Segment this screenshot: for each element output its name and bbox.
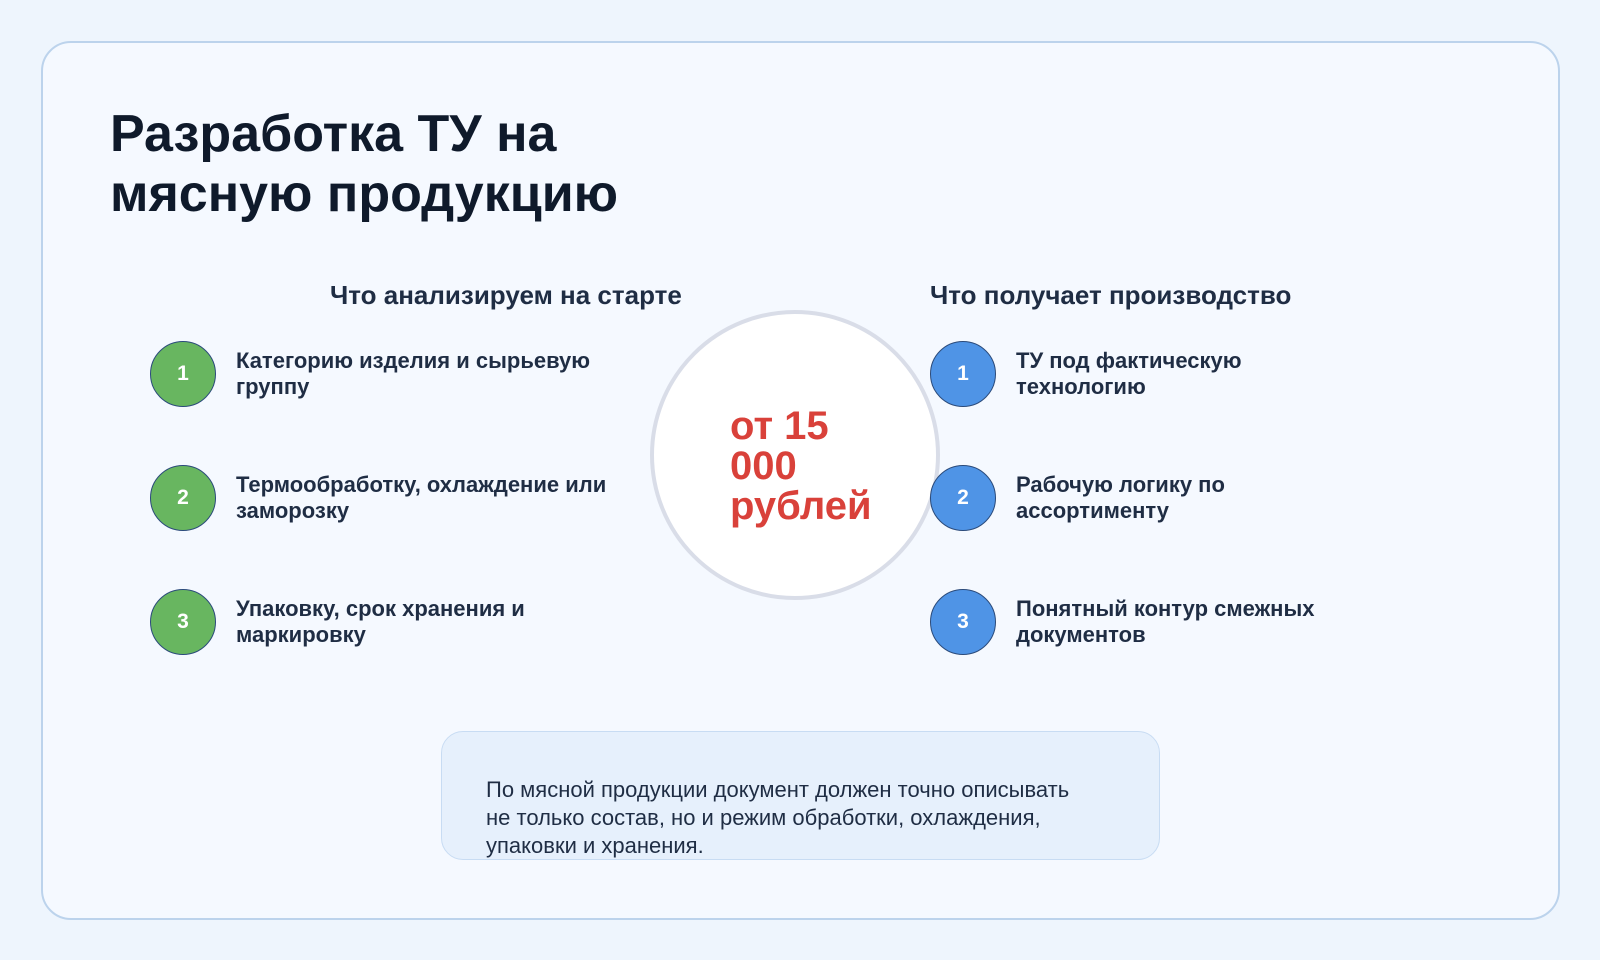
left-item: 1 Категорию изделия и сырьевую группу — [150, 341, 616, 407]
step-number-badge: 1 — [930, 341, 996, 407]
step-number-badge: 2 — [930, 465, 996, 531]
right-item: 2 Рабочую логику по ассортименту — [930, 465, 1276, 531]
page-title: Разработка ТУ на мясную продукцию — [110, 105, 619, 223]
price-circle: от 15 000 рублей — [650, 310, 940, 600]
right-item: 1 ТУ под фактическую технологию — [930, 341, 1356, 407]
note-text: По мясной продукции документ должен точн… — [486, 777, 1070, 858]
item-text: Рабочую логику по ассортименту — [1016, 472, 1225, 523]
right-heading: Что получает производство — [930, 280, 1292, 310]
right-item: 3 Понятный контур смежных документов — [930, 589, 1356, 655]
step-number-badge: 3 — [150, 589, 216, 655]
note-box: По мясной продукции документ должен точн… — [441, 731, 1160, 860]
price-text: от 15 000 рублей — [730, 404, 872, 528]
item-text: Понятный контур смежных документов — [1016, 596, 1315, 647]
item-text: Упаковку, срок хранения и маркировку — [236, 596, 525, 647]
left-item: 2 Термообработку, охлаждение или заморозк… — [150, 465, 616, 531]
item-text: Категорию изделия и сырьевую группу — [236, 348, 591, 399]
item-text: Термообработку, охлаждение или заморозку — [236, 472, 607, 523]
left-item: 3 Упаковку, срок хранения и маркировку — [150, 589, 616, 655]
step-number-badge: 1 — [150, 341, 216, 407]
step-number-badge: 3 — [930, 589, 996, 655]
step-number-badge: 2 — [150, 465, 216, 531]
left-heading: Что анализируем на старте — [330, 280, 682, 310]
item-text: ТУ под фактическую технологию — [1016, 348, 1242, 399]
